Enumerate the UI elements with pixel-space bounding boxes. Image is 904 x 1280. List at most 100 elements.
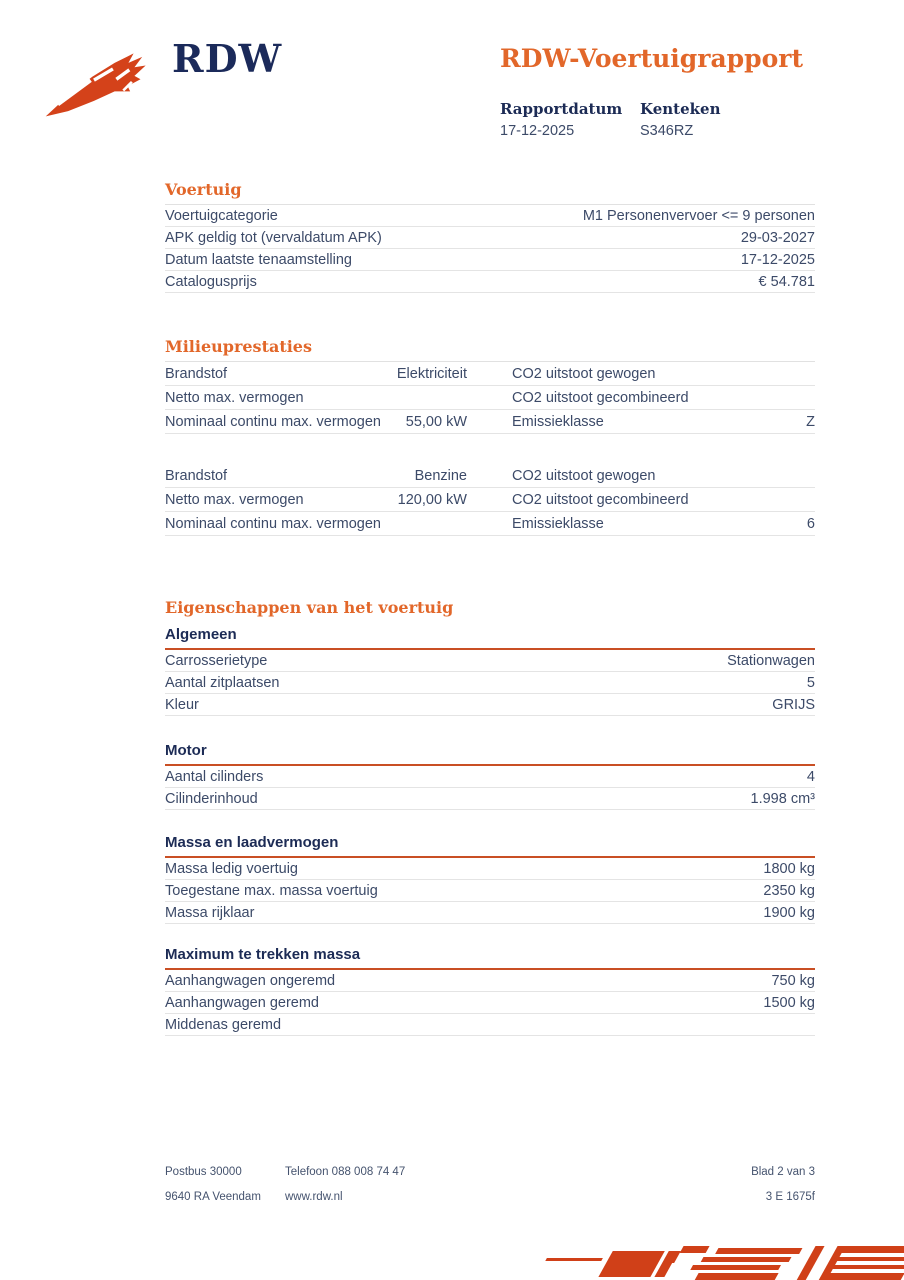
row-value: 1500 kg [763, 994, 815, 1011]
row-label: Middenas geremd [165, 1016, 282, 1033]
row-label: Massa rijklaar [165, 904, 255, 921]
table-row: Aanhangwagen ongeremd 750 kg [165, 970, 815, 992]
row-label: Kleur [165, 696, 199, 713]
subsection-title: Motor [165, 742, 815, 766]
row-label: Brandstof [165, 467, 228, 484]
subsection-massa: Massa en laadvermogen Massa ledig voertu… [165, 834, 815, 924]
row-label: Nominaal continu max. vermogen [165, 515, 381, 532]
row-label: Toegestane max. massa voertuig [165, 882, 378, 899]
table-row: Netto max. vermogen 120,00 kW CO2 uitsto… [165, 488, 815, 512]
subsection-maximum-trekken: Maximum te trekken massa Aanhangwagen on… [165, 946, 815, 1036]
table-row: Middenas geremd [165, 1014, 815, 1036]
row-value: 6 [806, 515, 815, 532]
row-value: 750 kg [771, 972, 815, 989]
row-label: CO2 uitstoot gecombineerd [512, 491, 689, 508]
row-value: GRIJS [772, 696, 815, 713]
row-label: APK geldig tot (vervaldatum APK) [165, 229, 382, 246]
section-milieuprestaties: Milieuprestaties Brandstof Elektriciteit… [165, 337, 815, 536]
row-value: 5 [806, 674, 815, 691]
table-row: Kleur GRIJS [165, 694, 815, 716]
row-label: Catalogusprijs [165, 273, 257, 290]
table-row: Cilinderinhoud 1.998 cm³ [165, 788, 815, 810]
table-row: Aantal zitplaatsen 5 [165, 672, 815, 694]
row-value: Benzine [414, 467, 467, 484]
table-row: Nominaal continu max. vermogen 55,00 kW … [165, 410, 815, 434]
row-label: Aanhangwagen ongeremd [165, 972, 336, 989]
fuel-block-elektriciteit: Brandstof Elektriciteit CO2 uitstoot gew… [165, 362, 815, 434]
page-title: RDW-Voertuigrapport [500, 44, 804, 73]
row-label: Datum laatste tenaamstelling [165, 251, 352, 268]
section-title-voertuig: Voertuig [165, 180, 815, 205]
table-row: Aantal cilinders 4 [165, 766, 815, 788]
license-plate-label: Kenteken [640, 100, 721, 118]
row-label: CO2 uitstoot gewogen [512, 365, 656, 382]
table-row: Carrosserietype Stationwagen [165, 650, 815, 672]
row-label: Voertuigcategorie [165, 207, 278, 224]
table-row: Aanhangwagen geremd 1500 kg [165, 992, 815, 1014]
footer-doc-code: 3 E 1675f [765, 1191, 815, 1203]
table-row: Brandstof Elektriciteit CO2 uitstoot gew… [165, 362, 815, 386]
row-label: Massa ledig voertuig [165, 860, 298, 877]
subsection-title: Algemeen [165, 626, 815, 650]
subsection-title: Massa en laadvermogen [165, 834, 815, 858]
report-body: Voertuig Voertuigcategorie M1 Personenve… [165, 180, 815, 1036]
rdw-logo: RDW [44, 36, 282, 120]
row-label: CO2 uitstoot gewogen [512, 467, 656, 484]
subsection-motor: Motor Aantal cilinders 4 Cilinderinhoud … [165, 742, 815, 810]
subsection-algemeen: Algemeen Carrosserietype Stationwagen Aa… [165, 626, 815, 716]
fuel-block-benzine: Brandstof Benzine CO2 uitstoot gewogen N… [165, 464, 815, 536]
footer-phone: Telefoon 088 008 74 47 [285, 1166, 406, 1178]
rdw-stripes-graphic [545, 1246, 904, 1280]
row-value: 1800 kg [763, 860, 815, 877]
table-row: Datum laatste tenaamstelling 17-12-2025 [165, 249, 815, 271]
subsection-title: Maximum te trekken massa [165, 946, 815, 970]
footer-website: www.rdw.nl [285, 1191, 343, 1203]
row-value: 2350 kg [763, 882, 815, 899]
row-value: Z [806, 413, 815, 430]
table-row: Toegestane max. massa voertuig 2350 kg [165, 880, 815, 902]
row-value: 1.998 cm³ [750, 790, 815, 807]
row-value: 17-12-2025 [740, 251, 815, 268]
section-eigenschappen: Eigenschappen van het voertuig Algemeen … [165, 598, 815, 1036]
row-label: Aanhangwagen geremd [165, 994, 319, 1011]
rdw-logo-text: RDW [172, 36, 283, 81]
row-value: 29-03-2027 [740, 229, 815, 246]
table-row: APK geldig tot (vervaldatum APK) 29-03-2… [165, 227, 815, 249]
row-label: Brandstof [165, 365, 228, 382]
row-label: Netto max. vermogen [165, 389, 304, 406]
section-title-eigenschappen: Eigenschappen van het voertuig [165, 598, 454, 617]
table-row: Nominaal continu max. vermogen Emissiekl… [165, 512, 815, 536]
row-value: 120,00 kW [397, 491, 467, 508]
row-value: 55,00 kW [405, 413, 467, 430]
section-title-milieuprestaties: Milieuprestaties [165, 337, 815, 362]
report-date-label: Rapportdatum [500, 100, 623, 118]
row-label: Carrosserietype [165, 652, 268, 669]
page-footer: Postbus 30000 Telefoon 088 008 74 47 Bla… [165, 1166, 815, 1203]
row-label: Aantal zitplaatsen [165, 674, 280, 691]
table-row: Massa ledig voertuig 1800 kg [165, 858, 815, 880]
row-label: CO2 uitstoot gecombineerd [512, 389, 689, 406]
section-voertuig: Voertuig Voertuigcategorie M1 Personenve… [165, 180, 815, 293]
row-label: Emissieklasse [512, 515, 604, 532]
row-value: Stationwagen [727, 652, 815, 669]
table-row: Brandstof Benzine CO2 uitstoot gewogen [165, 464, 815, 488]
license-plate-value: S346RZ [640, 123, 694, 139]
row-value: M1 Personenvervoer <= 9 personen [582, 207, 815, 224]
row-value: € 54.781 [758, 273, 815, 290]
table-row: Netto max. vermogen CO2 uitstoot gecombi… [165, 386, 815, 410]
footer-address-line1: Postbus 30000 [165, 1166, 242, 1178]
table-row: Catalogusprijs € 54.781 [165, 271, 815, 293]
row-value: 1900 kg [763, 904, 815, 921]
row-value: Elektriciteit [396, 365, 467, 382]
table-row: Voertuigcategorie M1 Personenvervoer <= … [165, 205, 815, 227]
report-meta: Rapportdatum 17-12-2025 Kenteken S346RZ [500, 100, 816, 139]
rdw-bird-icon [45, 53, 146, 117]
row-label: Aantal cilinders [165, 768, 264, 785]
row-label: Nominaal continu max. vermogen [165, 413, 381, 430]
table-row: Massa rijklaar 1900 kg [165, 902, 815, 924]
footer-address-line2: 9640 RA Veendam [165, 1191, 261, 1203]
footer-page-number: Blad 2 van 3 [751, 1166, 815, 1178]
row-label: Cilinderinhoud [165, 790, 258, 807]
row-label: Netto max. vermogen [165, 491, 304, 508]
row-label: Emissieklasse [512, 413, 604, 430]
